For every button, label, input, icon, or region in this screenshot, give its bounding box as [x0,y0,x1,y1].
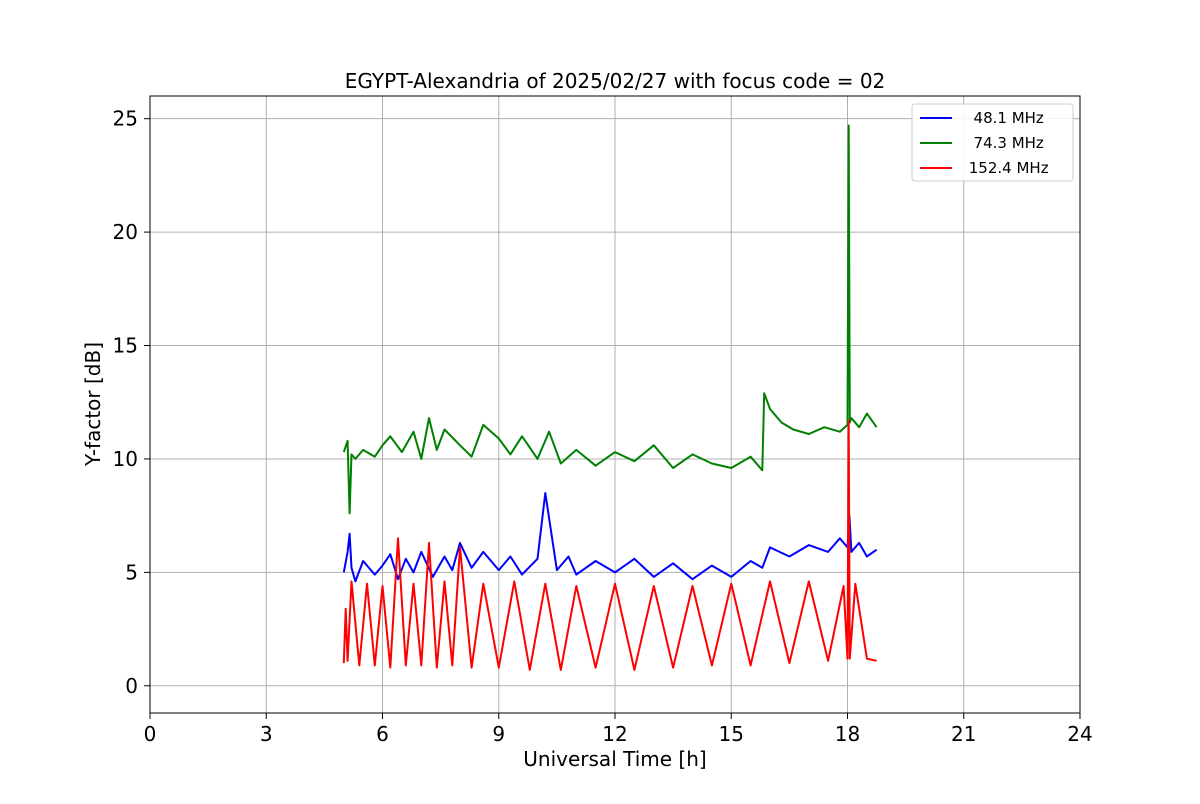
x-tick-label: 12 [602,722,627,746]
x-tick-label: 3 [260,722,273,746]
x-axis-label: Universal Time [h] [523,747,706,771]
x-tick-label: 18 [835,722,860,746]
series-line-2 [342,124,878,515]
x-axis-ticks: 0 3 6 9 12 15 18 21 24 [144,713,1093,746]
legend-label: 152.4 MHz [964,159,1049,177]
x-tick-label: 6 [376,722,389,746]
y-tick-label: 25 [113,107,138,131]
y-tick-label: 10 [113,447,138,471]
legend-label: 48.1 MHz [964,109,1044,127]
legend-box [911,103,1074,182]
y-axis-label: Y-factor [dB] [81,342,105,467]
y-tick-label: 20 [113,220,138,244]
x-tick-label: 15 [719,722,744,746]
series-group [342,124,878,671]
legend-label: 74.3 MHz [964,134,1044,152]
x-tick-label: 0 [144,722,157,746]
x-tick-label: 9 [492,722,505,746]
x-tick-label: 24 [1067,722,1092,746]
y-axis-ticks: 0 5 10 15 20 25 [113,107,150,698]
y-tick-label: 5 [125,560,138,584]
chart-title: EGYPT-Alexandria of 2025/02/27 with focu… [345,69,886,93]
y-tick-label: 15 [113,334,138,358]
x-tick-label: 21 [951,722,976,746]
y-tick-label: 0 [125,674,138,698]
legend: 48.1 MHz 74.3 MHz 152.4 MHz [911,103,1074,182]
series-line-1 [342,492,878,583]
series-line-3 [342,419,877,671]
